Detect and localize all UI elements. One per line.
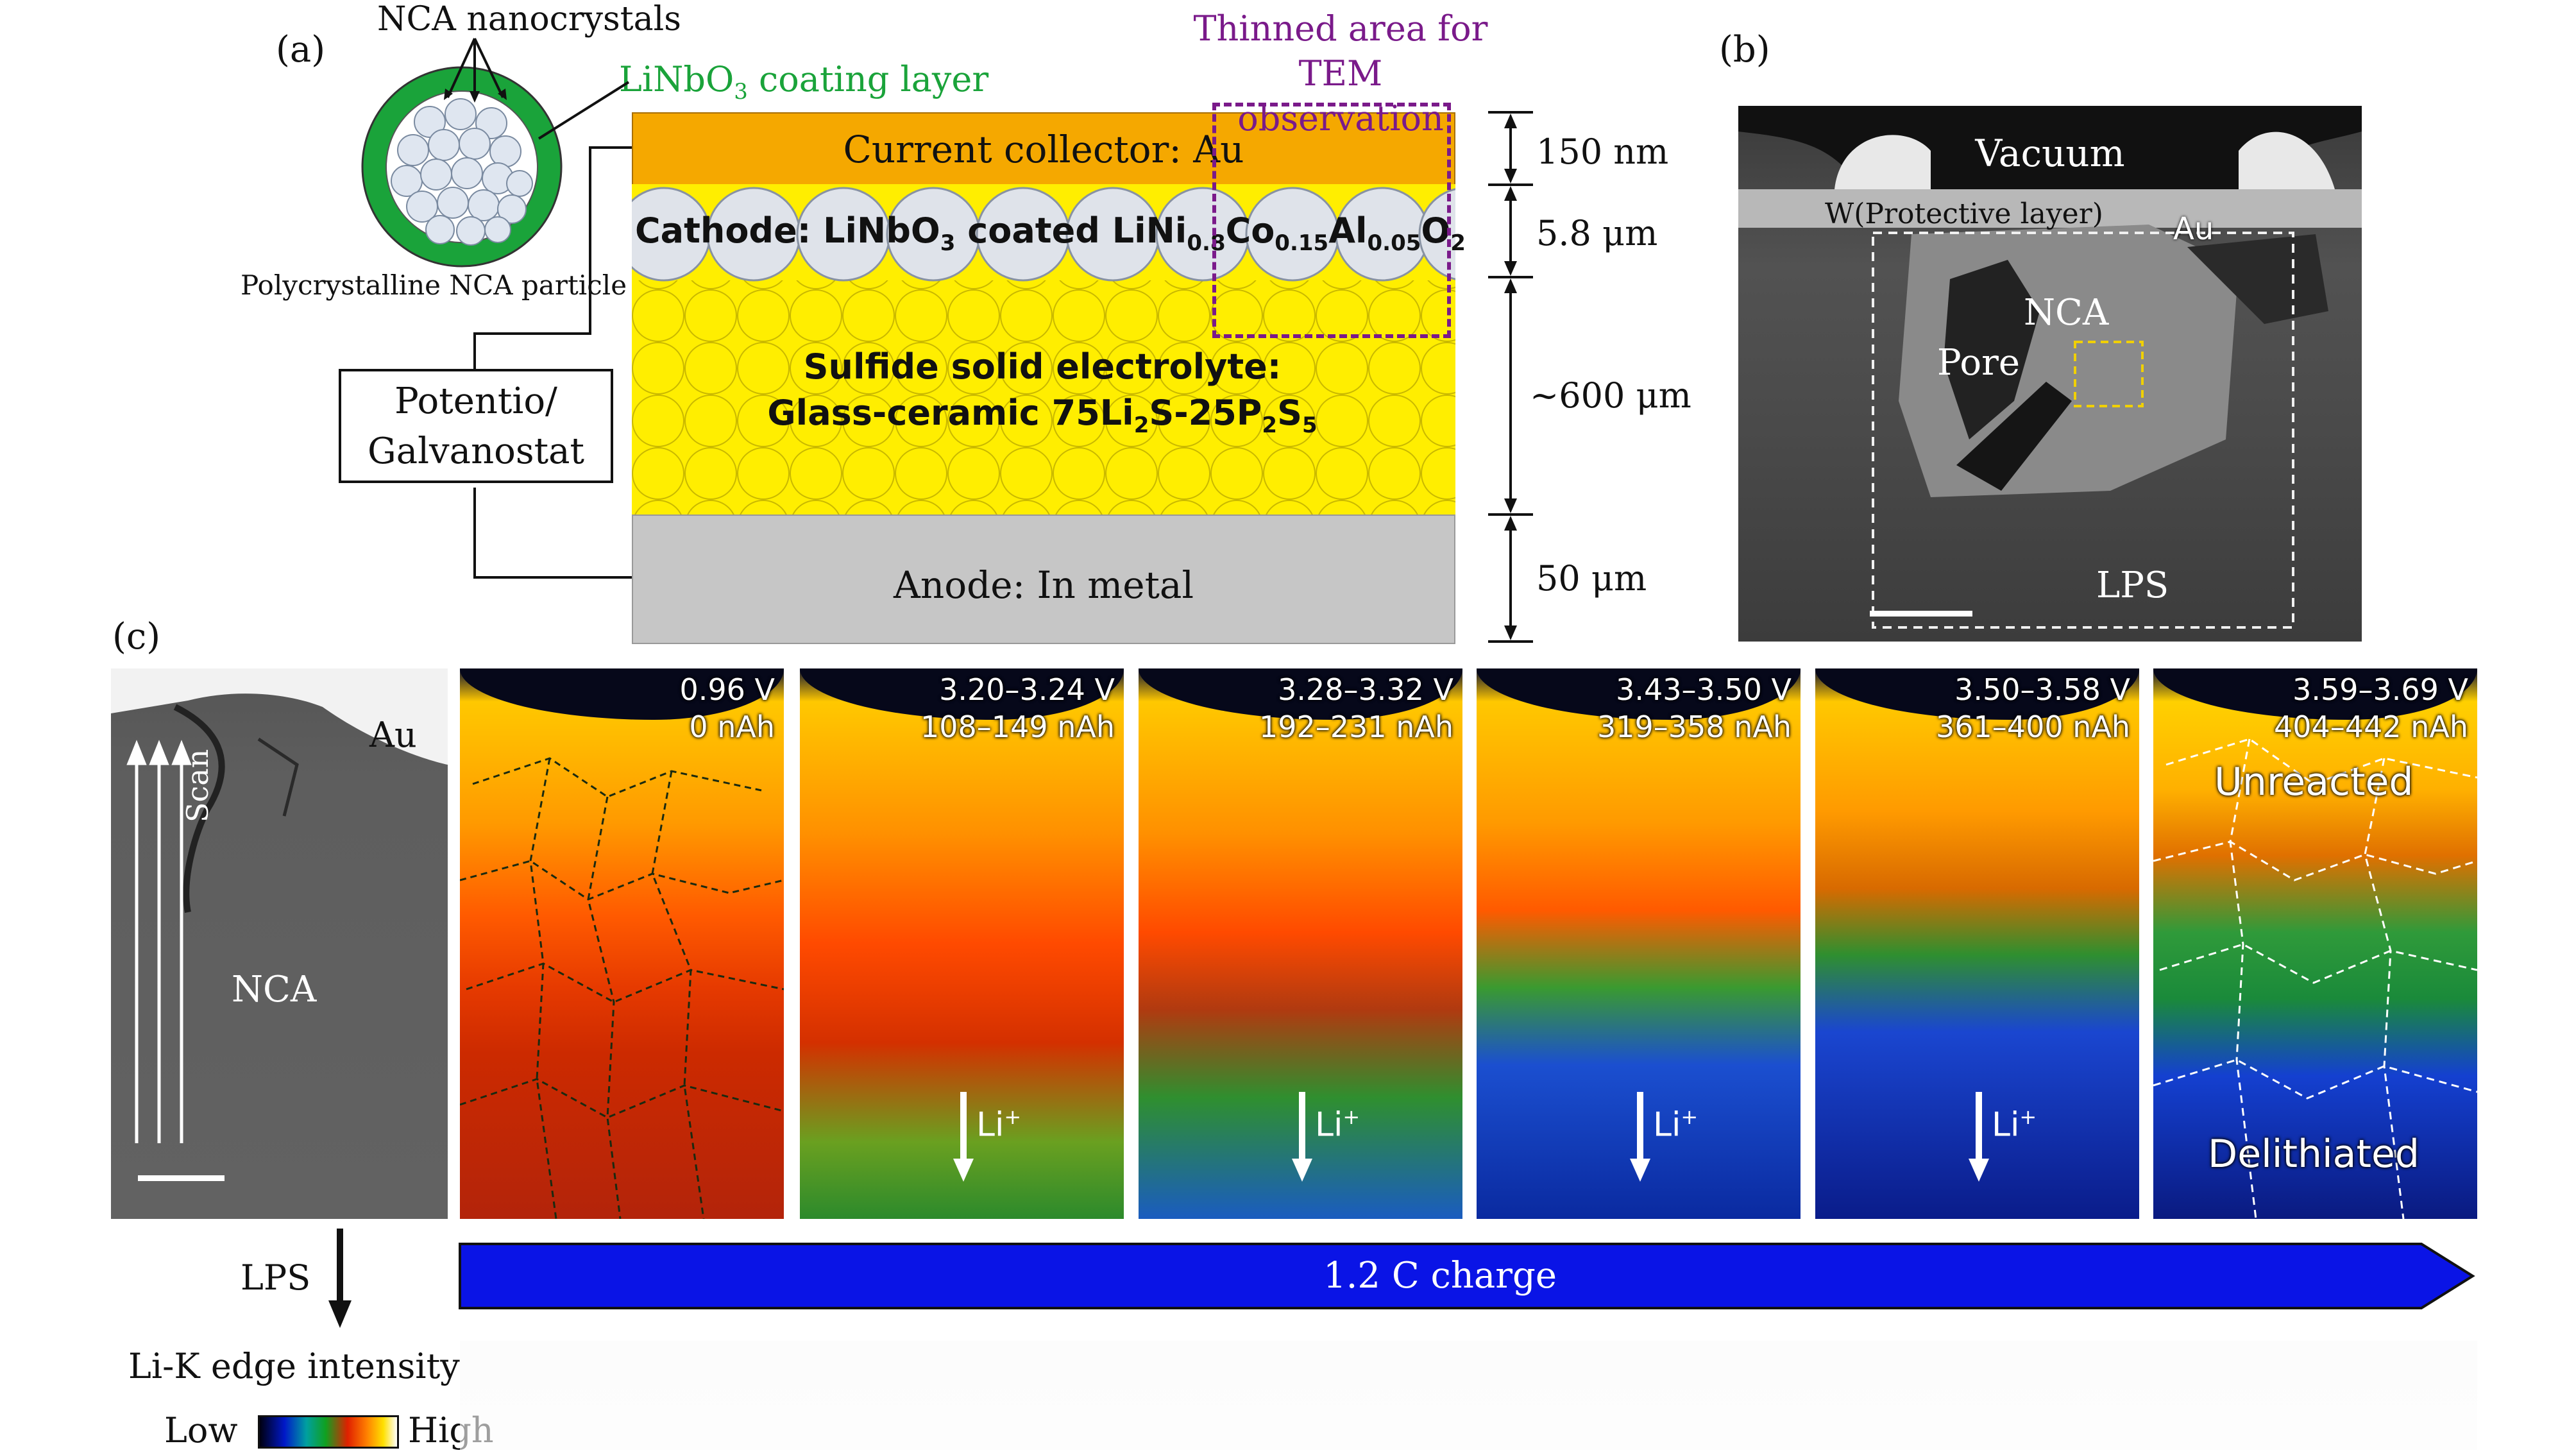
faint-bottom-strip — [460, 1341, 2477, 1450]
charge-arrow — [459, 1243, 2475, 1309]
li-map-5: 3.50–3.58 V 361–400 nAh Li+ — [1815, 668, 2139, 1219]
thinned-area-label: Thinned area for TEM observation — [1193, 6, 1488, 141]
lps-label-b: LPS — [2096, 565, 2169, 606]
current-collector-label: Current collector: Au — [843, 128, 1244, 171]
map-5-label: 3.50–3.58 V 361–400 nAh — [1936, 672, 2130, 744]
panel-label-a: (a) — [276, 29, 326, 71]
thinned-area-line2: TEM observation — [1237, 53, 1444, 139]
li-arrow-4 — [1630, 1092, 1650, 1182]
dimension-collector: 150 nm — [1536, 132, 1669, 172]
map-3-label: 3.28–3.32 V 192–231 nAh — [1259, 672, 1453, 744]
nanocrystal-pointer-arrows — [444, 38, 507, 103]
li-map-4: 3.43–3.50 V 319–358 nAh Li+ — [1477, 668, 1801, 1219]
coating-layer-label: LiNbO3 coating layer — [619, 59, 989, 105]
polycrystalline-label: Polycrystalline NCA particle — [241, 269, 627, 301]
potentiostat-line1: Potentio/ — [394, 380, 557, 422]
electrolyte-label-line1: Sulfide solid electrolyte: — [803, 346, 1282, 387]
pore-label: Pore — [1937, 342, 2021, 384]
vacuum-label: Vacuum — [1975, 132, 2125, 175]
lps-direction-arrow — [328, 1229, 352, 1328]
nca-particle-illustration — [361, 66, 563, 268]
potentiostat-box: Potentio/ Galvanostat — [339, 369, 613, 483]
map-4-label: 3.43–3.50 V 319–358 nAh — [1597, 672, 1792, 744]
nca-label-c: NCA — [232, 969, 317, 1010]
dimension-electrolyte: ~600 μm — [1530, 375, 1691, 416]
panel-label-b: (b) — [1719, 29, 1770, 71]
anode-label: Anode: In metal — [893, 563, 1194, 607]
grain-boundaries-6 — [2153, 738, 2477, 1219]
panel-label-c: (c) — [112, 616, 161, 658]
li-map-3: 3.28–3.32 V 192–231 nAh Li+ — [1139, 668, 1462, 1219]
electrolyte-label-line2: Glass-ceramic 75Li2S-25P2S5 — [767, 393, 1318, 438]
thinned-area-line1: Thinned area for — [1193, 8, 1488, 49]
li-map-2: 3.20–3.24 V 108–149 nAh Li+ — [800, 668, 1124, 1219]
dimension-cathode: 5.8 μm — [1536, 213, 1658, 253]
li-ion-label-5: Li+ — [1992, 1105, 2037, 1144]
sem-image: Vacuum W(Protective layer) Au NCA Pore L… — [1738, 106, 2362, 642]
li-map-6: 3.59–3.69 V 404–442 nAh Unreacted Delithi… — [2153, 668, 2477, 1219]
dimension-anode: 50 μm — [1536, 558, 1647, 599]
circuit-wiring — [473, 146, 632, 579]
li-arrow-3 — [1292, 1092, 1312, 1182]
li-ion-label-4: Li+ — [1653, 1105, 1699, 1144]
delithiated-label: Delithiated — [2208, 1132, 2419, 1177]
tem-image: Au Scan NCA — [111, 668, 448, 1219]
lps-label-c: LPS — [241, 1257, 311, 1298]
charge-label: 1.2 C charge — [1323, 1255, 1557, 1297]
au-label-c: Au — [369, 715, 417, 755]
legend-low: Low — [164, 1410, 238, 1451]
current-collector-layer: Current collector: Au — [632, 112, 1455, 187]
anode-layer: Anode: In metal — [632, 515, 1455, 644]
nca-label-b: NCA — [2024, 292, 2109, 334]
nca-nanocrystals-label: NCA nanocrystals — [377, 0, 681, 38]
electrolyte-particle-pattern — [632, 187, 1455, 515]
li-arrow-5 — [1969, 1092, 1989, 1182]
map-6-label: 3.59–3.69 V 404–442 nAh — [2274, 672, 2468, 744]
sem-features — [1738, 106, 2362, 629]
li-ion-label-3: Li+ — [1315, 1105, 1360, 1144]
map-2-label: 3.20–3.24 V 108–149 nAh — [920, 672, 1115, 744]
au-label-b: Au — [2173, 211, 2214, 247]
coating-pointer-line — [538, 81, 630, 140]
dimension-markers — [1488, 111, 1533, 643]
li-arrow-2 — [953, 1092, 974, 1182]
li-ion-label-2: Li+ — [976, 1105, 1022, 1144]
w-layer-label: W(Protective layer) — [1825, 198, 2103, 230]
electrolyte-layer — [632, 184, 1455, 515]
unreacted-label: Unreacted — [2214, 760, 2414, 804]
legend-colorbar — [258, 1415, 399, 1449]
scan-label: Scan — [180, 749, 215, 822]
grain-boundaries-1 — [460, 757, 784, 1219]
potentiostat-line2: Galvanostat — [368, 430, 584, 472]
cathode-label: Cathode: LiNbO3 coated LiNi0.8Co0.15Al0.… — [635, 210, 1466, 256]
legend-title: Li-K edge intensity — [128, 1346, 460, 1386]
thinned-area-box — [1212, 103, 1451, 338]
tem-features — [111, 668, 448, 1181]
